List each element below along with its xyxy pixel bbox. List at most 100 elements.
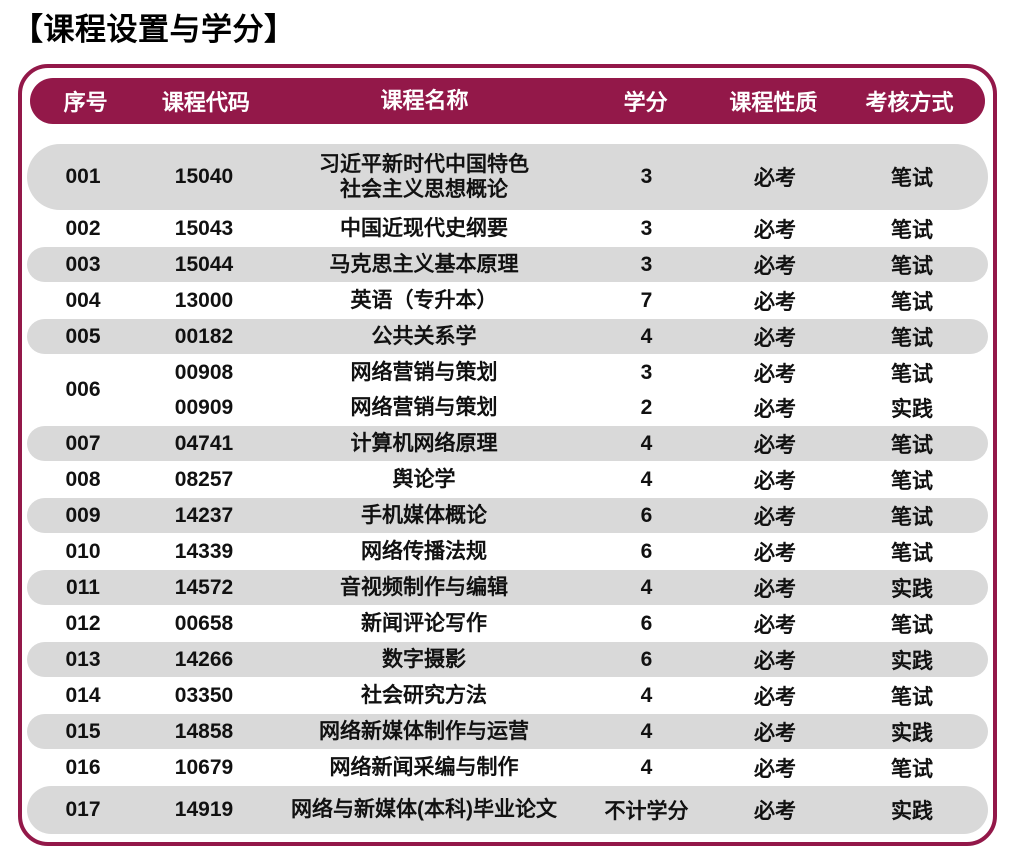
cell-credits: 3 [640,216,653,240]
cell-credits: 6 [640,611,653,635]
cell-course-name: 手机媒体概论 [269,498,579,533]
cell-credits: 4 [640,719,653,743]
cell-assessment: 笔试 [891,685,933,709]
column-header-credits: 学分 [623,90,668,115]
cell-credits: 6 [640,503,653,527]
cell-course-code: 14237 [174,503,234,527]
cell-seq: 007 [65,431,101,455]
cell-seq: 010 [65,539,101,563]
column-header-name: 课程名称 [380,87,469,113]
table-row: 016 10679 网络新闻采编与制作 4 必考 笔试 [27,750,988,785]
course-name-line: 马克思主义基本原理 [329,252,519,276]
cell-course-name: 新闻评论写作 [269,606,579,641]
column-header-nature: 课程性质 [729,90,818,115]
row-entries: 13000 英语（专升本） 7 必考 笔试 [139,283,988,318]
row-entry: 03350 社会研究方法 4 必考 笔试 [139,678,988,713]
cell-assessment: 笔试 [891,469,933,493]
course-name-line: 中国近现代史纲要 [340,216,508,240]
cell-course-name: 社会研究方法 [269,678,579,713]
cell-seq: 014 [65,683,101,707]
cell-course-name: 公共关系学 [269,319,579,354]
cell-seq: 001 [65,165,101,188]
cell-seq: 005 [65,324,101,348]
course-name-line: 音视频制作与编辑 [340,575,508,599]
column-header-seq: 序号 [63,90,108,115]
table-row: 013 14266 数字摄影 6 必考 实践 [27,642,988,677]
course-name-line: 公共关系学 [371,324,477,348]
row-entries: 00658 新闻评论写作 6 必考 笔试 [139,606,988,641]
table-body: 001 15040 习近平新时代中国特色 社会主义思想概论 3 必考 笔试 002 15043 中… [27,144,988,835]
table-row: 011 14572 音视频制作与编辑 4 必考 实践 [27,570,988,605]
table-row: 009 14237 手机媒体概论 6 必考 笔试 [27,498,988,533]
cell-course-name: 网络新媒体制作与运营 [269,714,579,749]
table-row: 001 15040 习近平新时代中国特色 社会主义思想概论 3 必考 笔试 [27,144,988,210]
cell-seq: 002 [65,216,101,240]
cell-nature: 必考 [754,800,796,823]
course-name-line: 网络新闻采编与制作 [329,755,519,779]
cell-nature: 必考 [754,167,796,190]
cell-assessment: 笔试 [891,757,933,781]
course-name-line: 数字摄影 [382,647,466,671]
cell-nature: 必考 [754,469,796,493]
cell-nature: 必考 [754,326,796,350]
row-entries: 14572 音视频制作与编辑 4 必考 实践 [139,570,988,605]
cell-seq: 004 [65,288,101,312]
row-entries: 14266 数字摄影 6 必考 实践 [139,642,988,677]
row-entries: 15044 马克思主义基本原理 3 必考 笔试 [139,247,988,282]
cell-assessment: 笔试 [891,218,933,242]
column-header-assessment: 考核方式 [865,90,954,115]
cell-course-code: 15044 [174,252,234,276]
cell-seq: 009 [65,503,101,527]
cell-course-code: 00908 [174,360,234,384]
cell-credits: 4 [640,683,653,707]
cell-course-name: 网络与新媒体(本科)毕业论文 [269,786,579,834]
cell-credits: 4 [640,467,653,491]
table-row: 002 15043 中国近现代史纲要 3 必考 笔试 [27,211,988,246]
cell-credits: 6 [640,647,653,671]
row-entry: 14858 网络新媒体制作与运营 4 必考 实践 [139,714,988,749]
cell-course-name: 音视频制作与编辑 [269,570,579,605]
cell-nature: 必考 [754,505,796,529]
row-entries: 08257 舆论学 4 必考 笔试 [139,462,988,497]
course-name-line: 计算机网络原理 [350,431,498,455]
row-entry: 00658 新闻评论写作 6 必考 笔试 [139,606,988,641]
cell-course-name: 中国近现代史纲要 [269,211,579,246]
cell-course-code: 03350 [174,683,234,707]
cell-credits: 3 [640,252,653,276]
course-name-line: 网络与新媒体(本科)毕业论文 [291,798,557,822]
course-name-line: 习近平新时代中国特色 [319,152,529,176]
row-entry: 13000 英语（专升本） 7 必考 笔试 [139,283,988,318]
cell-nature: 必考 [754,577,796,601]
cell-assessment: 笔试 [891,433,933,457]
row-entry: 00909 网络营销与策划 2 必考 实践 [139,390,988,425]
cell-assessment: 笔试 [891,167,933,190]
row-entry: 08257 舆论学 4 必考 笔试 [139,462,988,497]
course-name-line: 社会主义思想概论 [340,178,508,201]
cell-assessment: 笔试 [891,290,933,314]
cell-seq: 013 [65,647,101,671]
cell-nature: 必考 [754,433,796,457]
course-name-line: 网络营销与策划 [350,395,498,419]
row-entries: 14339 网络传播法规 6 必考 笔试 [139,534,988,569]
table-row: 004 13000 英语（专升本） 7 必考 笔试 [27,283,988,318]
cell-course-code: 15043 [174,216,234,240]
row-entries: 15043 中国近现代史纲要 3 必考 笔试 [139,211,988,246]
course-name-line: 手机媒体概论 [361,503,487,527]
cell-course-name: 马克思主义基本原理 [269,247,579,282]
cell-seq: 017 [65,798,101,821]
cell-course-code: 15040 [174,165,234,188]
column-header-code: 课程代码 [161,90,250,115]
table-header: 序号 课程代码 课程名称 学分 课程性质 考核方式 [30,78,985,124]
cell-course-code: 08257 [174,467,234,491]
cell-course-name: 英语（专升本） [269,283,579,318]
course-name-line: 网络传播法规 [361,539,487,563]
table-row: 005 00182 公共关系学 4 必考 笔试 [27,319,988,354]
row-entries: 14858 网络新媒体制作与运营 4 必考 实践 [139,714,988,749]
table-row: 008 08257 舆论学 4 必考 笔试 [27,462,988,497]
row-entry: 00182 公共关系学 4 必考 笔试 [139,319,988,354]
row-entries: 15040 习近平新时代中国特色 社会主义思想概论 3 必考 笔试 [139,144,988,210]
cell-assessment: 笔试 [891,613,933,637]
row-entries: 04741 计算机网络原理 4 必考 笔试 [139,426,988,461]
course-name-line: 网络新媒体制作与运营 [319,719,529,743]
cell-seq: 015 [65,719,101,743]
